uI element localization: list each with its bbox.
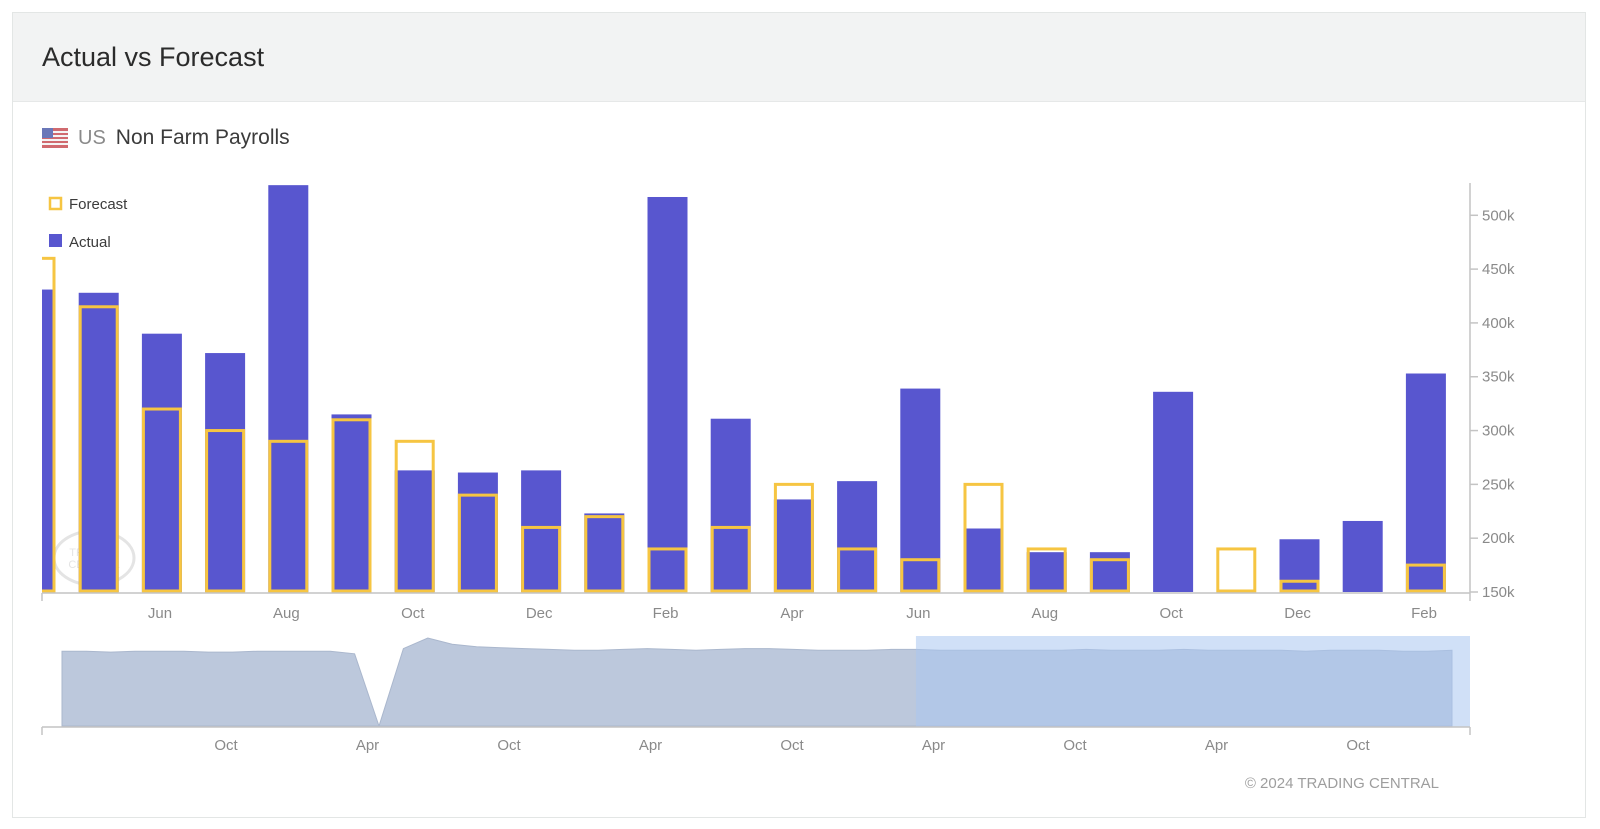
x-tick-label: Dec xyxy=(526,605,553,622)
actual-bar[interactable] xyxy=(1026,552,1067,592)
navigator-tick-label: Apr xyxy=(639,737,662,754)
x-tick-label: Jun xyxy=(148,605,172,622)
forecast-bar[interactable] xyxy=(205,429,246,593)
card-header: Actual vs Forecast xyxy=(13,13,1585,102)
forecast-bar[interactable] xyxy=(78,305,119,593)
actual-bar[interactable] xyxy=(1279,539,1320,592)
navigator-tick-label: Apr xyxy=(922,737,945,754)
x-tick-label: Apr xyxy=(780,605,803,622)
copyright-text: © 2024 TRADING CENTRAL xyxy=(1244,775,1439,792)
y-tick-label: 400k xyxy=(1482,315,1515,332)
card-title: Actual vs Forecast xyxy=(42,41,265,72)
actual-bar[interactable] xyxy=(394,470,435,592)
us-flag-icon xyxy=(42,128,68,148)
y-tick-label: 200k xyxy=(1482,530,1515,547)
actual-bar[interactable] xyxy=(521,470,562,592)
legend-forecast-label: Forecast xyxy=(69,196,128,213)
forecast-bar[interactable] xyxy=(837,547,878,593)
legend-actual-label: Actual xyxy=(69,234,111,251)
actual-bar[interactable] xyxy=(837,481,878,592)
navigator-tick-label: Oct xyxy=(780,737,804,754)
actual-bar[interactable] xyxy=(1405,373,1446,592)
forecast-bar[interactable] xyxy=(394,439,435,593)
indicator-name: Non Farm Payrolls xyxy=(115,126,290,149)
indicator-label: US Non Farm Payrolls xyxy=(42,126,290,150)
y-tick-label: 150k xyxy=(1482,584,1515,601)
actual-bar[interactable] xyxy=(268,185,309,592)
x-tick-label: Aug xyxy=(1031,605,1058,622)
navigator-tick-label: Oct xyxy=(214,737,238,754)
forecast-bar[interactable] xyxy=(457,493,498,593)
navigator-tick-label: Apr xyxy=(1205,737,1228,754)
forecast-bar[interactable] xyxy=(963,482,1004,593)
y-tick-label: 300k xyxy=(1482,423,1515,440)
navigator-tick-label: Oct xyxy=(497,737,521,754)
actual-bar[interactable] xyxy=(205,353,246,592)
x-tick-label: Feb xyxy=(1411,605,1437,622)
x-tick-label: Feb xyxy=(653,605,679,622)
actual-bar[interactable] xyxy=(331,414,372,592)
forecast-bar[interactable] xyxy=(1026,547,1067,593)
x-tick-label: Jun xyxy=(906,605,930,622)
forecast-bar[interactable] xyxy=(900,558,941,593)
legend-actual-swatch[interactable] xyxy=(49,234,62,247)
actual-bar[interactable] xyxy=(963,528,1004,592)
actual-bar[interactable] xyxy=(773,499,814,592)
forecast-bar[interactable] xyxy=(1089,558,1130,593)
forecast-bar[interactable] xyxy=(647,547,688,593)
actual-bar[interactable] xyxy=(900,388,941,592)
forecast-bar[interactable] xyxy=(710,525,751,593)
actual-bar[interactable] xyxy=(141,333,182,592)
y-tick-label: 450k xyxy=(1482,261,1515,278)
y-tick-label: 350k xyxy=(1482,369,1515,386)
forecast-bar[interactable] xyxy=(1216,547,1257,593)
x-tick-label: Aug xyxy=(273,605,300,622)
forecast-bar[interactable] xyxy=(773,482,814,593)
actual-bar[interactable] xyxy=(647,196,688,592)
x-tick-label: Oct xyxy=(1160,605,1184,622)
actual-bar[interactable] xyxy=(584,513,625,592)
y-tick-label: 500k xyxy=(1482,207,1515,224)
actual-bar[interactable] xyxy=(1342,520,1383,592)
forecast-bar[interactable] xyxy=(141,407,182,593)
actual-bar[interactable] xyxy=(78,292,119,592)
navigator-tick-label: Oct xyxy=(1346,737,1370,754)
navigator-selection[interactable] xyxy=(915,636,1470,727)
y-tick-label: 250k xyxy=(1482,476,1515,493)
forecast-bar[interactable] xyxy=(268,439,309,593)
bars-group xyxy=(16,185,1446,593)
forecast-bar[interactable] xyxy=(1405,563,1446,593)
legend-forecast-swatch[interactable] xyxy=(48,196,63,211)
forecast-bar[interactable] xyxy=(584,515,625,593)
actual-bar[interactable] xyxy=(1153,391,1194,592)
forecast-bar[interactable] xyxy=(521,525,562,593)
actual-bar[interactable] xyxy=(1089,552,1130,592)
actual-bar[interactable] xyxy=(710,418,751,592)
x-tick-label: Dec xyxy=(1284,605,1311,622)
actual-bar[interactable] xyxy=(16,289,56,592)
actual-bar[interactable] xyxy=(457,472,498,592)
x-tick-label: Oct xyxy=(401,605,425,622)
navigator-tick-label: Oct xyxy=(1063,737,1087,754)
country-code: US xyxy=(78,126,106,149)
navigator-tick-label: Apr xyxy=(356,737,379,754)
forecast-bar[interactable] xyxy=(331,418,372,593)
forecast-bar[interactable] xyxy=(17,256,56,593)
forecast-bar[interactable] xyxy=(1279,579,1320,593)
